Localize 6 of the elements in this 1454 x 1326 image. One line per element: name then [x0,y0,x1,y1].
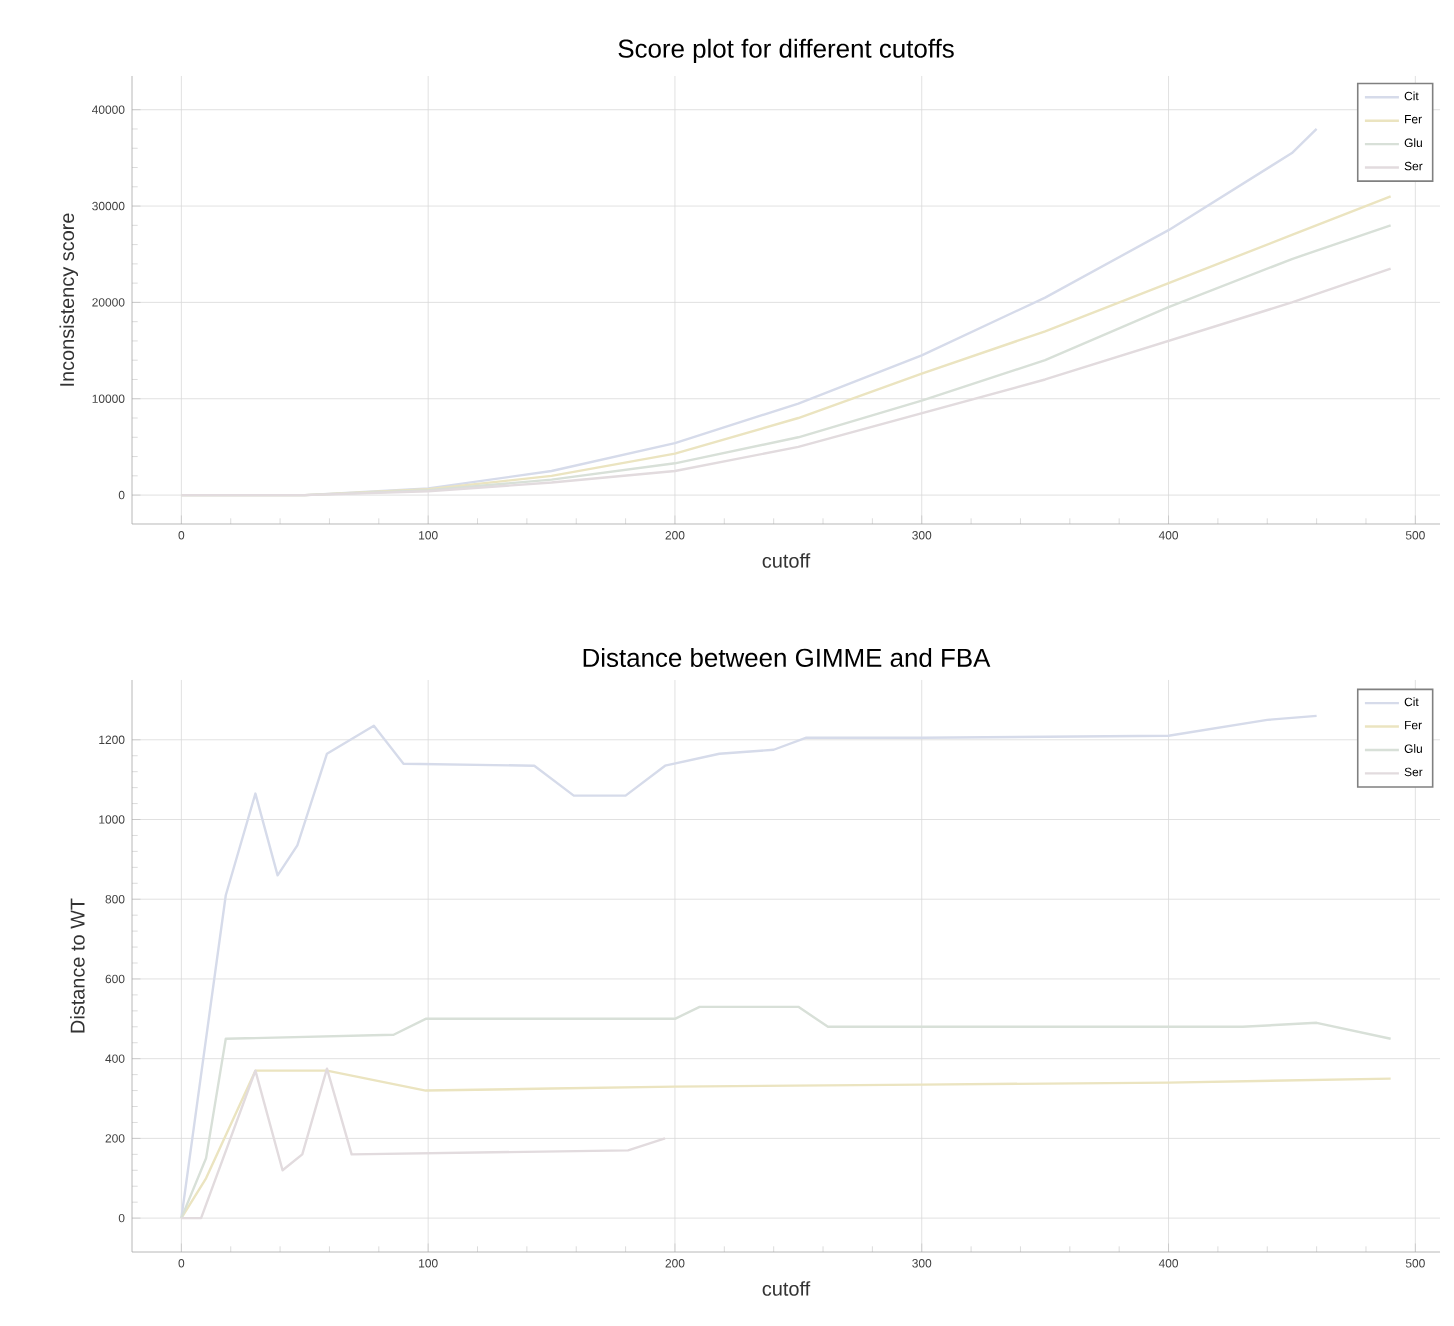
y-axis-title: Distance to WT [70,898,85,1033]
chart-title: Score plot for different cutoffs [618,38,954,63]
x-axis-title: cutoff [762,553,811,568]
x-axis-title: cutoff [762,1281,811,1296]
chart-title: Distance between GIMME and FBA [583,647,991,667]
y-axis-title: Inconsistency score [59,213,79,386]
